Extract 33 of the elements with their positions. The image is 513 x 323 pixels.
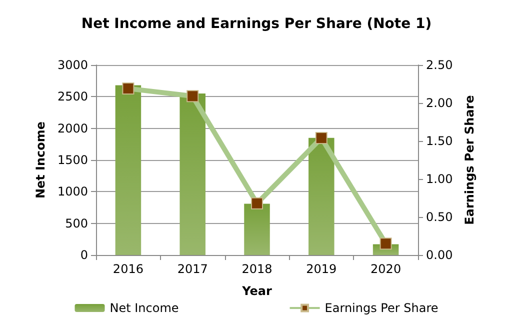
- x-tick-label: 2020: [370, 262, 402, 276]
- chart-title: Net Income and Earnings Per Share (Note 1): [81, 16, 432, 32]
- x-tick-label: 2019: [306, 262, 337, 276]
- x-tick-label: 2018: [242, 262, 272, 276]
- legend-label: Earnings Per Share: [324, 301, 438, 315]
- y-tick-label: 2500: [57, 90, 88, 104]
- point: [315, 132, 328, 144]
- y2-tick-label: 1.00: [426, 172, 453, 186]
- y-tick-label: 500: [65, 216, 88, 230]
- point: [380, 238, 392, 250]
- y2-tick-label: 2.00: [426, 96, 453, 110]
- point: [251, 197, 263, 210]
- y-tick-label: 0: [80, 248, 88, 262]
- point: [122, 82, 134, 95]
- y2-tick-label: 2.50: [426, 58, 453, 72]
- x-tick-label: 2017: [177, 262, 208, 276]
- y2-tick-label: 1.50: [426, 134, 453, 148]
- y-tick-label: 1500: [57, 153, 88, 167]
- y-tick-label: 1000: [57, 184, 88, 199]
- y-axis-title: Net Income: [34, 121, 48, 199]
- y-tick-label: 3000: [57, 58, 88, 72]
- x-tick-label: 2016: [112, 262, 144, 276]
- y2-tick-label: 0.00: [426, 248, 453, 262]
- legend-label: Net Income: [110, 301, 179, 315]
- x-axis-title: Year: [241, 284, 272, 298]
- bar: [180, 94, 206, 255]
- y-tick-label: 2000: [57, 121, 88, 136]
- point: [186, 90, 199, 102]
- bar: [244, 204, 270, 255]
- y2-tick-label: 0.50: [426, 210, 453, 224]
- bar: [115, 85, 142, 255]
- bar: [308, 138, 334, 255]
- y2-axis-title: Earnings Per Share: [462, 95, 477, 225]
